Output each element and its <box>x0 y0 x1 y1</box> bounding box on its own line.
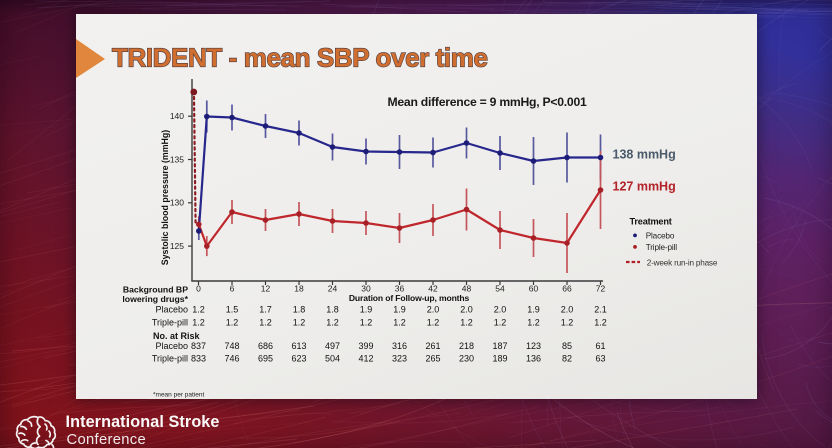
svg-text:746: 746 <box>224 354 239 364</box>
svg-text:323: 323 <box>392 354 407 364</box>
svg-text:1.2: 1.2 <box>293 318 306 328</box>
svg-text:Duration of Follow-up, months: Duration of Follow-up, months <box>349 293 470 303</box>
svg-text:International Stroke: International Stroke <box>66 413 220 431</box>
svg-text:130: 130 <box>170 198 184 208</box>
svg-text:24: 24 <box>328 284 338 294</box>
svg-text:138 mmHg: 138 mmHg <box>613 148 676 162</box>
svg-text:1.2: 1.2 <box>594 318 607 328</box>
svg-text:1.2: 1.2 <box>494 318 507 328</box>
svg-text:Placebo: Placebo <box>646 232 675 241</box>
svg-text:1.2: 1.2 <box>527 318 540 328</box>
svg-text:42: 42 <box>428 284 438 294</box>
svg-text:54: 54 <box>495 284 505 294</box>
svg-text:6: 6 <box>230 284 235 294</box>
svg-text:623: 623 <box>291 354 306 364</box>
svg-text:1.2: 1.2 <box>360 318 373 328</box>
svg-text:30: 30 <box>361 284 371 294</box>
svg-text:Treatment: Treatment <box>630 217 672 227</box>
svg-text:Background BP: Background BP <box>123 284 188 294</box>
svg-text:613: 613 <box>291 341 306 351</box>
svg-text:0: 0 <box>196 284 201 294</box>
svg-text:60: 60 <box>529 284 539 294</box>
svg-text:399: 399 <box>358 341 373 351</box>
svg-text:1.9: 1.9 <box>360 305 373 315</box>
svg-text:1.9: 1.9 <box>393 305 406 315</box>
svg-text:18: 18 <box>294 284 304 294</box>
svg-text:833: 833 <box>191 354 206 364</box>
svg-text:140: 140 <box>170 111 184 121</box>
svg-text:748: 748 <box>224 341 239 351</box>
svg-text:412: 412 <box>358 354 373 364</box>
svg-text:125: 125 <box>170 241 184 251</box>
svg-text:837: 837 <box>191 341 206 351</box>
svg-text:Conference: Conference <box>67 432 147 448</box>
svg-text:2.0: 2.0 <box>494 305 507 315</box>
svg-text:12: 12 <box>261 284 271 294</box>
svg-text:1.7: 1.7 <box>259 305 272 315</box>
svg-text:2.0: 2.0 <box>460 305 473 315</box>
svg-text:1.2: 1.2 <box>259 318 272 328</box>
svg-text:1.2: 1.2 <box>226 318 239 328</box>
svg-text:66: 66 <box>562 284 572 294</box>
svg-text:1.9: 1.9 <box>527 305 540 315</box>
svg-text:1.8: 1.8 <box>293 305 306 315</box>
svg-text:Mean difference = 9 mmHg, P<0.: Mean difference = 9 mmHg, P<0.001 <box>387 95 586 109</box>
svg-text:2.0: 2.0 <box>561 305 574 315</box>
svg-text:2-week run-in phase: 2-week run-in phase <box>647 258 718 267</box>
svg-text:TRIDENT - mean SBP over time: TRIDENT - mean SBP over time <box>112 43 488 73</box>
svg-text:136: 136 <box>526 354 541 364</box>
svg-text:85: 85 <box>562 341 572 351</box>
svg-text:1.8: 1.8 <box>326 305 339 315</box>
svg-text:1.2: 1.2 <box>326 318 339 328</box>
svg-text:189: 189 <box>492 354 507 364</box>
svg-text:1.5: 1.5 <box>226 305 239 315</box>
svg-text:Placebo: Placebo <box>155 341 188 351</box>
svg-text:135: 135 <box>170 154 184 164</box>
svg-text:1.2: 1.2 <box>561 318 574 328</box>
svg-text:36: 36 <box>395 284 405 294</box>
svg-text:1.2: 1.2 <box>192 318 205 328</box>
svg-text:82: 82 <box>562 354 572 364</box>
svg-text:*mean per patient: *mean per patient <box>153 392 205 399</box>
svg-text:lowering drugs*: lowering drugs* <box>122 294 188 304</box>
svg-text:2.1: 2.1 <box>594 305 607 315</box>
svg-text:No. at Risk: No. at Risk <box>153 331 201 341</box>
svg-text:686: 686 <box>258 341 273 351</box>
svg-text:61: 61 <box>595 341 605 351</box>
svg-text:72: 72 <box>596 284 606 294</box>
svg-text:Systolic blood pressure (mmHg): Systolic blood pressure (mmHg) <box>160 130 170 265</box>
svg-text:695: 695 <box>258 354 273 364</box>
svg-text:316: 316 <box>392 341 407 351</box>
svg-text:Placebo: Placebo <box>155 305 188 315</box>
svg-text:187: 187 <box>492 341 507 351</box>
svg-text:497: 497 <box>325 341 340 351</box>
svg-text:230: 230 <box>459 354 474 364</box>
svg-text:Triple-pill: Triple-pill <box>152 318 188 328</box>
svg-text:261: 261 <box>425 341 440 351</box>
svg-text:123: 123 <box>526 341 541 351</box>
svg-text:1.2: 1.2 <box>192 305 205 315</box>
svg-text:1.2: 1.2 <box>393 318 406 328</box>
svg-text:218: 218 <box>459 341 474 351</box>
svg-text:127 mmHg: 127 mmHg <box>613 180 676 194</box>
svg-text:63: 63 <box>595 354 605 364</box>
svg-text:48: 48 <box>462 284 472 294</box>
svg-text:1.2: 1.2 <box>460 318 473 328</box>
svg-text:1.2: 1.2 <box>427 318 440 328</box>
svg-text:2.0: 2.0 <box>427 305 440 315</box>
svg-text:Triple-pill: Triple-pill <box>646 243 678 252</box>
svg-text:Triple-pill: Triple-pill <box>152 354 188 364</box>
svg-text:265: 265 <box>425 354 440 364</box>
svg-text:504: 504 <box>325 354 340 364</box>
